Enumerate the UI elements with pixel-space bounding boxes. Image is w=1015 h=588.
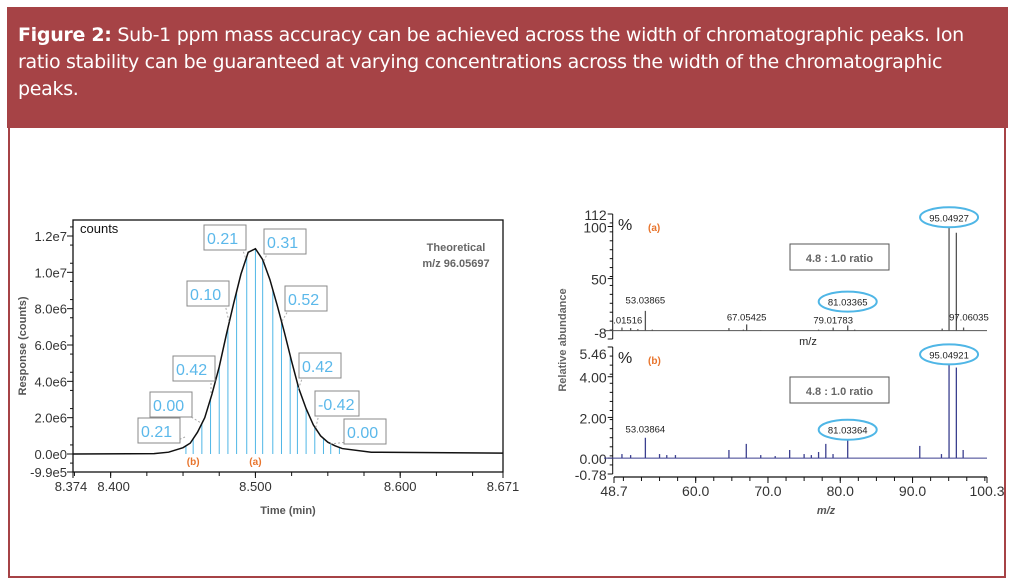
ppm-error-value: 0.42 xyxy=(302,359,333,376)
y-tick-label: 112 xyxy=(584,207,607,223)
y-tick-label: 1.2e7 xyxy=(34,229,67,244)
ppm-error-value: 0.42 xyxy=(176,362,207,379)
ppm-error-value: 0.21 xyxy=(141,424,172,441)
ppm-error-box xyxy=(186,280,230,307)
spectrum-tag: (a) xyxy=(648,223,660,234)
y-tick-label: 0.0e0 xyxy=(34,447,67,462)
ratio-box xyxy=(789,243,890,271)
theoretical-label: Theoretical xyxy=(427,242,486,254)
y-tick-label: 0.00 xyxy=(579,451,606,467)
y-axis-title: Response (counts) xyxy=(17,296,29,395)
ppm-leader-line xyxy=(314,413,320,432)
peak-label: 95.04927 xyxy=(929,213,969,224)
y-tick-label: -9.9e5 xyxy=(30,465,67,480)
ppm-error-box xyxy=(203,224,247,251)
ppm-leader-line xyxy=(187,414,202,424)
ppm-error-value: 0.52 xyxy=(288,292,319,309)
y-tick-label: -0.78 xyxy=(575,467,607,483)
ppm-error-box xyxy=(149,391,193,418)
chromatogram-curve xyxy=(72,247,504,455)
figure-label: Figure 2: xyxy=(18,24,112,46)
peak-label: 97.06035 xyxy=(949,312,989,323)
y-tick-label: 6.0e6 xyxy=(34,338,67,353)
peak-circle xyxy=(817,418,878,441)
peak-label: .01516 xyxy=(613,315,642,326)
peak-circle xyxy=(919,343,980,366)
x-tick-label: 48.7 xyxy=(600,483,627,499)
x-tick-label: 8.500 xyxy=(239,479,272,494)
peak-label: 79.01783 xyxy=(813,315,853,326)
peak-label: 81.03365 xyxy=(828,298,868,309)
figure-caption: Figure 2: Sub-1 ppm mass accuracy can be… xyxy=(7,7,1008,128)
ppm-error-box xyxy=(314,390,360,417)
x-axis-title-spectrum: m/z xyxy=(817,505,836,517)
peak-circle xyxy=(817,290,878,313)
ppm-error-box xyxy=(137,417,181,444)
y-tick-label: 8.0e6 xyxy=(34,302,67,317)
y-tick-label: 100 xyxy=(583,220,607,236)
x-tick-label: 8.374 xyxy=(55,479,88,494)
peak-label: 95.04921 xyxy=(929,350,969,361)
ppm-error-value: 0.00 xyxy=(347,425,378,442)
ppm-error-box xyxy=(172,355,216,382)
x-tick-label: 60.0 xyxy=(682,483,709,499)
y-tick-label: 2.0e6 xyxy=(34,411,67,426)
spectrum-tag: (b) xyxy=(648,356,661,367)
y-tick-label: 50 xyxy=(591,272,607,288)
caption-text: Sub-1 ppm mass accuracy can be achieved … xyxy=(18,24,964,100)
x-tick-label: 8.400 xyxy=(97,479,130,494)
x-tick-label: 80.0 xyxy=(827,483,854,499)
ppm-leader-line xyxy=(224,303,230,323)
ppm-error-value: -0.42 xyxy=(318,397,355,414)
peak-label: 53.03865 xyxy=(626,296,666,307)
x-tick-label: 90.0 xyxy=(899,483,926,499)
ratio-box xyxy=(789,376,890,404)
scan-marker: (a) xyxy=(249,457,261,468)
ppm-error-value: 0.21 xyxy=(207,231,238,248)
y-tick-label: 4.00 xyxy=(579,370,606,386)
percent-label: % xyxy=(618,217,632,234)
x-tick-label: 70.0 xyxy=(754,483,781,499)
x-axis-title: Time (min) xyxy=(260,505,316,517)
y-tick-label: 4.0e6 xyxy=(34,374,67,389)
ppm-leader-line xyxy=(297,375,304,391)
unit-label: counts xyxy=(80,221,119,236)
ppm-error-box xyxy=(263,228,307,255)
ppm-error-value: 0.31 xyxy=(267,235,298,252)
ratio-label: 4.8 : 1.0 ratio xyxy=(806,253,874,265)
percent-label: % xyxy=(618,350,632,367)
ppm-error-box xyxy=(284,285,328,312)
y-tick-label: -8 xyxy=(594,325,607,341)
ppm-error-value: 0.00 xyxy=(153,398,184,415)
x-tick-label: 100.3 xyxy=(969,483,1004,499)
ppm-error-value: 0.10 xyxy=(190,287,221,304)
figure-frame xyxy=(8,7,1006,578)
ppm-leader-line xyxy=(329,441,349,445)
y-axis-title-spectrum: Relative abundance xyxy=(557,288,569,391)
ppm-leader-line xyxy=(280,308,290,324)
x-tick-label: 8.600 xyxy=(384,479,417,494)
ppm-error-box xyxy=(298,352,342,379)
mz-label-a: m/z xyxy=(799,336,817,348)
y-tick-label: 2.00 xyxy=(579,410,606,426)
plot-area-chromatogram xyxy=(72,219,504,473)
peak-label: 67.05425 xyxy=(727,312,767,323)
ppm-error-box xyxy=(343,418,387,445)
ratio-label: 4.8 : 1.0 ratio xyxy=(806,386,874,398)
peak-label: 81.03364 xyxy=(828,426,868,437)
peak-circle xyxy=(919,206,980,229)
x-tick-label: 8.671 xyxy=(487,479,520,494)
y-tick-label: 5.46 xyxy=(579,346,606,362)
y-tick-label: 1.0e7 xyxy=(34,265,67,280)
peak-label: 53.03864 xyxy=(626,425,666,436)
scan-marker: (b) xyxy=(187,457,200,468)
theoretical-mz: m/z 96.05697 xyxy=(422,258,489,270)
